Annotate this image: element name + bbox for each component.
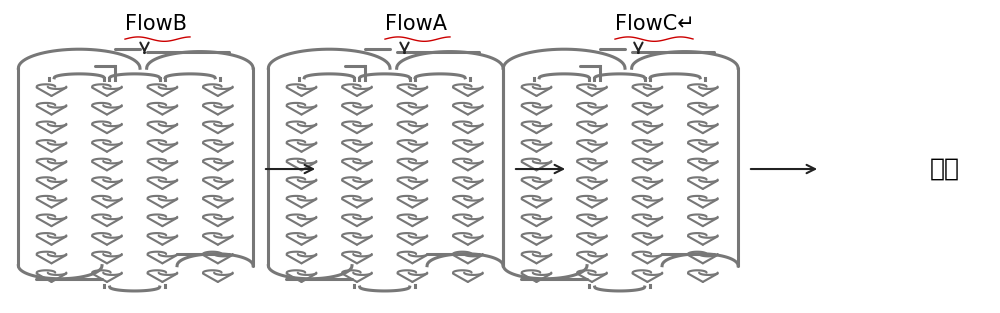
Text: FlowC↵: FlowC↵ — [615, 14, 695, 34]
Text: FlowA: FlowA — [385, 14, 447, 34]
Text: 产品: 产品 — [930, 157, 960, 181]
Text: FlowB: FlowB — [125, 14, 187, 34]
